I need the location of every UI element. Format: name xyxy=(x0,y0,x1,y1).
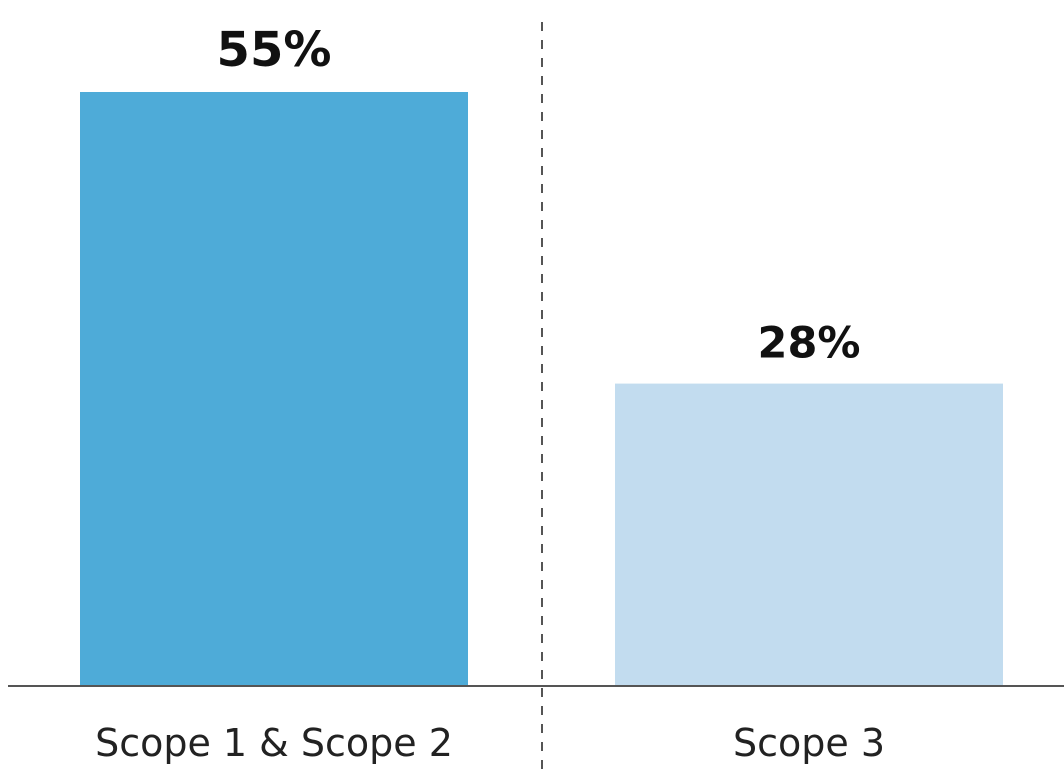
category-label-1: Scope 1 & Scope 2 xyxy=(95,721,453,765)
category-labels-group: Scope 1 & Scope 2 Scope 3 xyxy=(95,721,885,765)
bars-group xyxy=(80,92,1003,686)
value-label-2: 28% xyxy=(758,319,861,369)
bar-2 xyxy=(615,383,1003,686)
value-labels-group: 55% 28% xyxy=(217,22,861,369)
value-label-1: 55% xyxy=(217,22,332,78)
bar-1 xyxy=(80,92,468,686)
category-label-2: Scope 3 xyxy=(733,721,885,765)
